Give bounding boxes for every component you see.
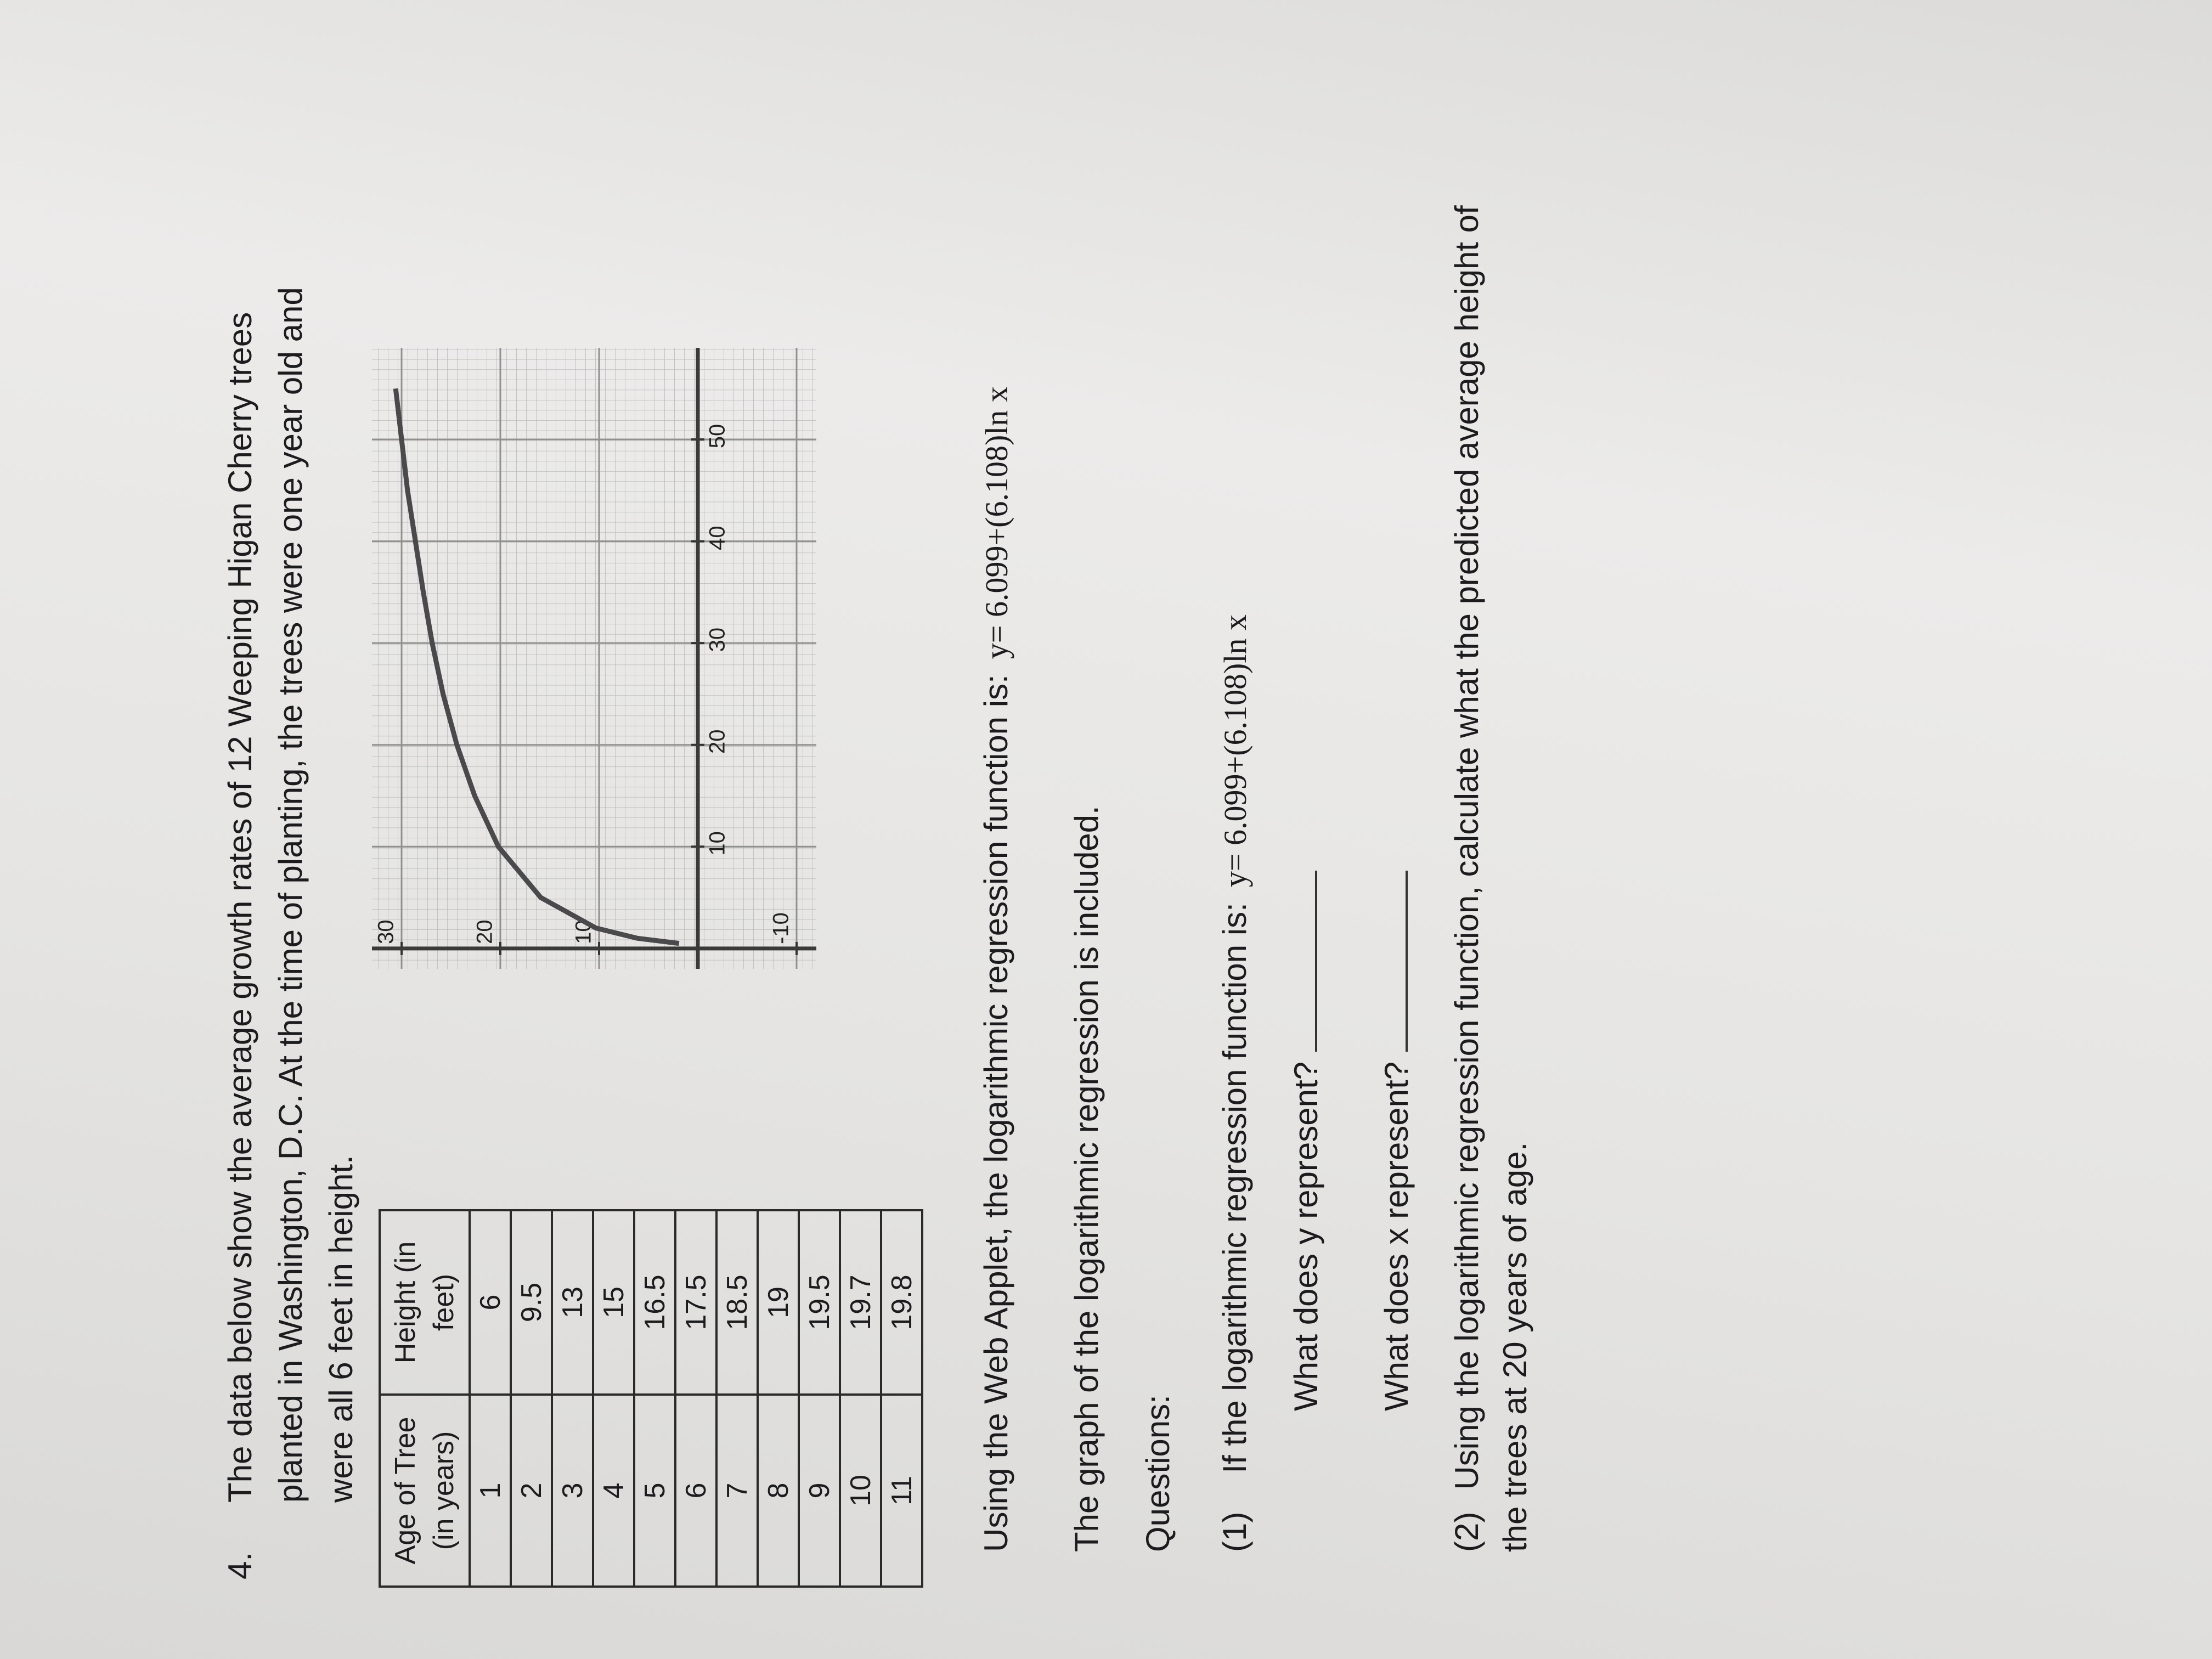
question-number: (2): [1448, 1511, 1485, 1552]
table-row: 5 16.5: [634, 1210, 675, 1587]
regression-curve: [393, 388, 680, 946]
table-row: 11 19.8: [881, 1210, 922, 1587]
table-cell: 18.5: [716, 1210, 758, 1395]
table-row: 7 18.5: [716, 1210, 758, 1587]
table-row: 4 15: [593, 1210, 634, 1587]
x-tick-label: 10: [706, 831, 730, 856]
table-cell: 4: [593, 1395, 634, 1587]
part-text: What does x represent?: [1378, 1061, 1415, 1411]
table-cell: 1: [470, 1395, 511, 1587]
question-1: (1) If the logarithmic regression functio…: [1210, 614, 1261, 1552]
table-row: 10 19.7: [840, 1210, 881, 1587]
question-part: What does y represent?: [1281, 870, 1331, 1411]
table-cell: 7: [716, 1395, 758, 1587]
table-cell: 19: [758, 1210, 799, 1395]
table-header: Age of Tree (in years): [380, 1395, 470, 1587]
x-tick-label: 40: [706, 526, 730, 550]
question-part: What does x represent?: [1372, 870, 1422, 1411]
y-tick-label: -10: [769, 912, 793, 944]
table-cell: 11: [881, 1395, 922, 1587]
table-cell: 10: [840, 1395, 881, 1587]
table-row: 3 13: [552, 1210, 593, 1587]
answer-blank[interactable]: [1378, 870, 1408, 1052]
table-cell: 9.5: [511, 1210, 552, 1395]
table-cell: 2: [511, 1395, 552, 1587]
graph-note: The graph of the logarithmic regression …: [1068, 805, 1105, 1552]
table-cell: 3: [552, 1395, 593, 1587]
table-row: 8 19: [758, 1210, 799, 1587]
question-2: (2)Using the logarithmic regression func…: [1443, 180, 1539, 1552]
table-cell: 6: [675, 1395, 716, 1587]
answer-blank[interactable]: [1288, 870, 1317, 1052]
y-tick-label: 30: [374, 919, 398, 944]
x-tick-label: 50: [706, 424, 730, 449]
table-cell: 15: [593, 1210, 634, 1395]
data-table: Age of Tree (in years) Height (in feet) …: [379, 1209, 923, 1588]
question-equation: y= 6.099+(6.108)ln x: [1217, 614, 1253, 888]
table-row: 2 9.5: [511, 1210, 552, 1587]
table-cell: 19.5: [799, 1210, 840, 1395]
question-number: (1): [1216, 1511, 1253, 1552]
question-text: If the logarithmic regression function i…: [1216, 902, 1253, 1474]
x-tick-label: 30: [706, 628, 730, 652]
questions-heading: Questions:: [1139, 1395, 1176, 1552]
table-cell: 17.5: [675, 1210, 716, 1395]
y-tick-label: 20: [473, 919, 497, 944]
table-cell: 19.8: [881, 1210, 922, 1395]
table-cell: 9: [799, 1395, 840, 1587]
table-cell: 19.7: [840, 1210, 881, 1395]
table-cell: 16.5: [634, 1210, 675, 1395]
x-tick-label: 20: [706, 729, 730, 754]
part-text: What does y represent?: [1288, 1061, 1324, 1411]
table-cell: 13: [552, 1210, 593, 1395]
problem-number: 4.: [222, 1551, 258, 1579]
regression-text: Using the Web Applet, the logarithmic re…: [978, 674, 1014, 1552]
table-cell: 5: [634, 1395, 675, 1587]
table-row: 6 17.5: [675, 1210, 716, 1587]
table-row: 9 19.5: [799, 1210, 840, 1587]
regression-equation: y= 6.099+(6.108)ln x: [979, 386, 1014, 659]
question-text: Using the logarithmic regression functio…: [1448, 205, 1533, 1552]
table-cell: 6: [470, 1210, 511, 1395]
regression-line: Using the Web Applet, the logarithmic re…: [971, 386, 1022, 1552]
graph-paper: [372, 348, 816, 969]
table-cell: 8: [758, 1395, 799, 1587]
table-header: Height (in feet): [380, 1210, 470, 1395]
